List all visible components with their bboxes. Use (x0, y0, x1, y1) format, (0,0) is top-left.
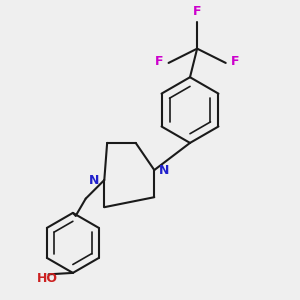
Text: HO: HO (37, 272, 58, 285)
Text: F: F (231, 55, 239, 68)
Text: N: N (89, 174, 100, 187)
Text: N: N (159, 164, 169, 177)
Text: F: F (155, 55, 164, 68)
Text: F: F (193, 5, 201, 18)
